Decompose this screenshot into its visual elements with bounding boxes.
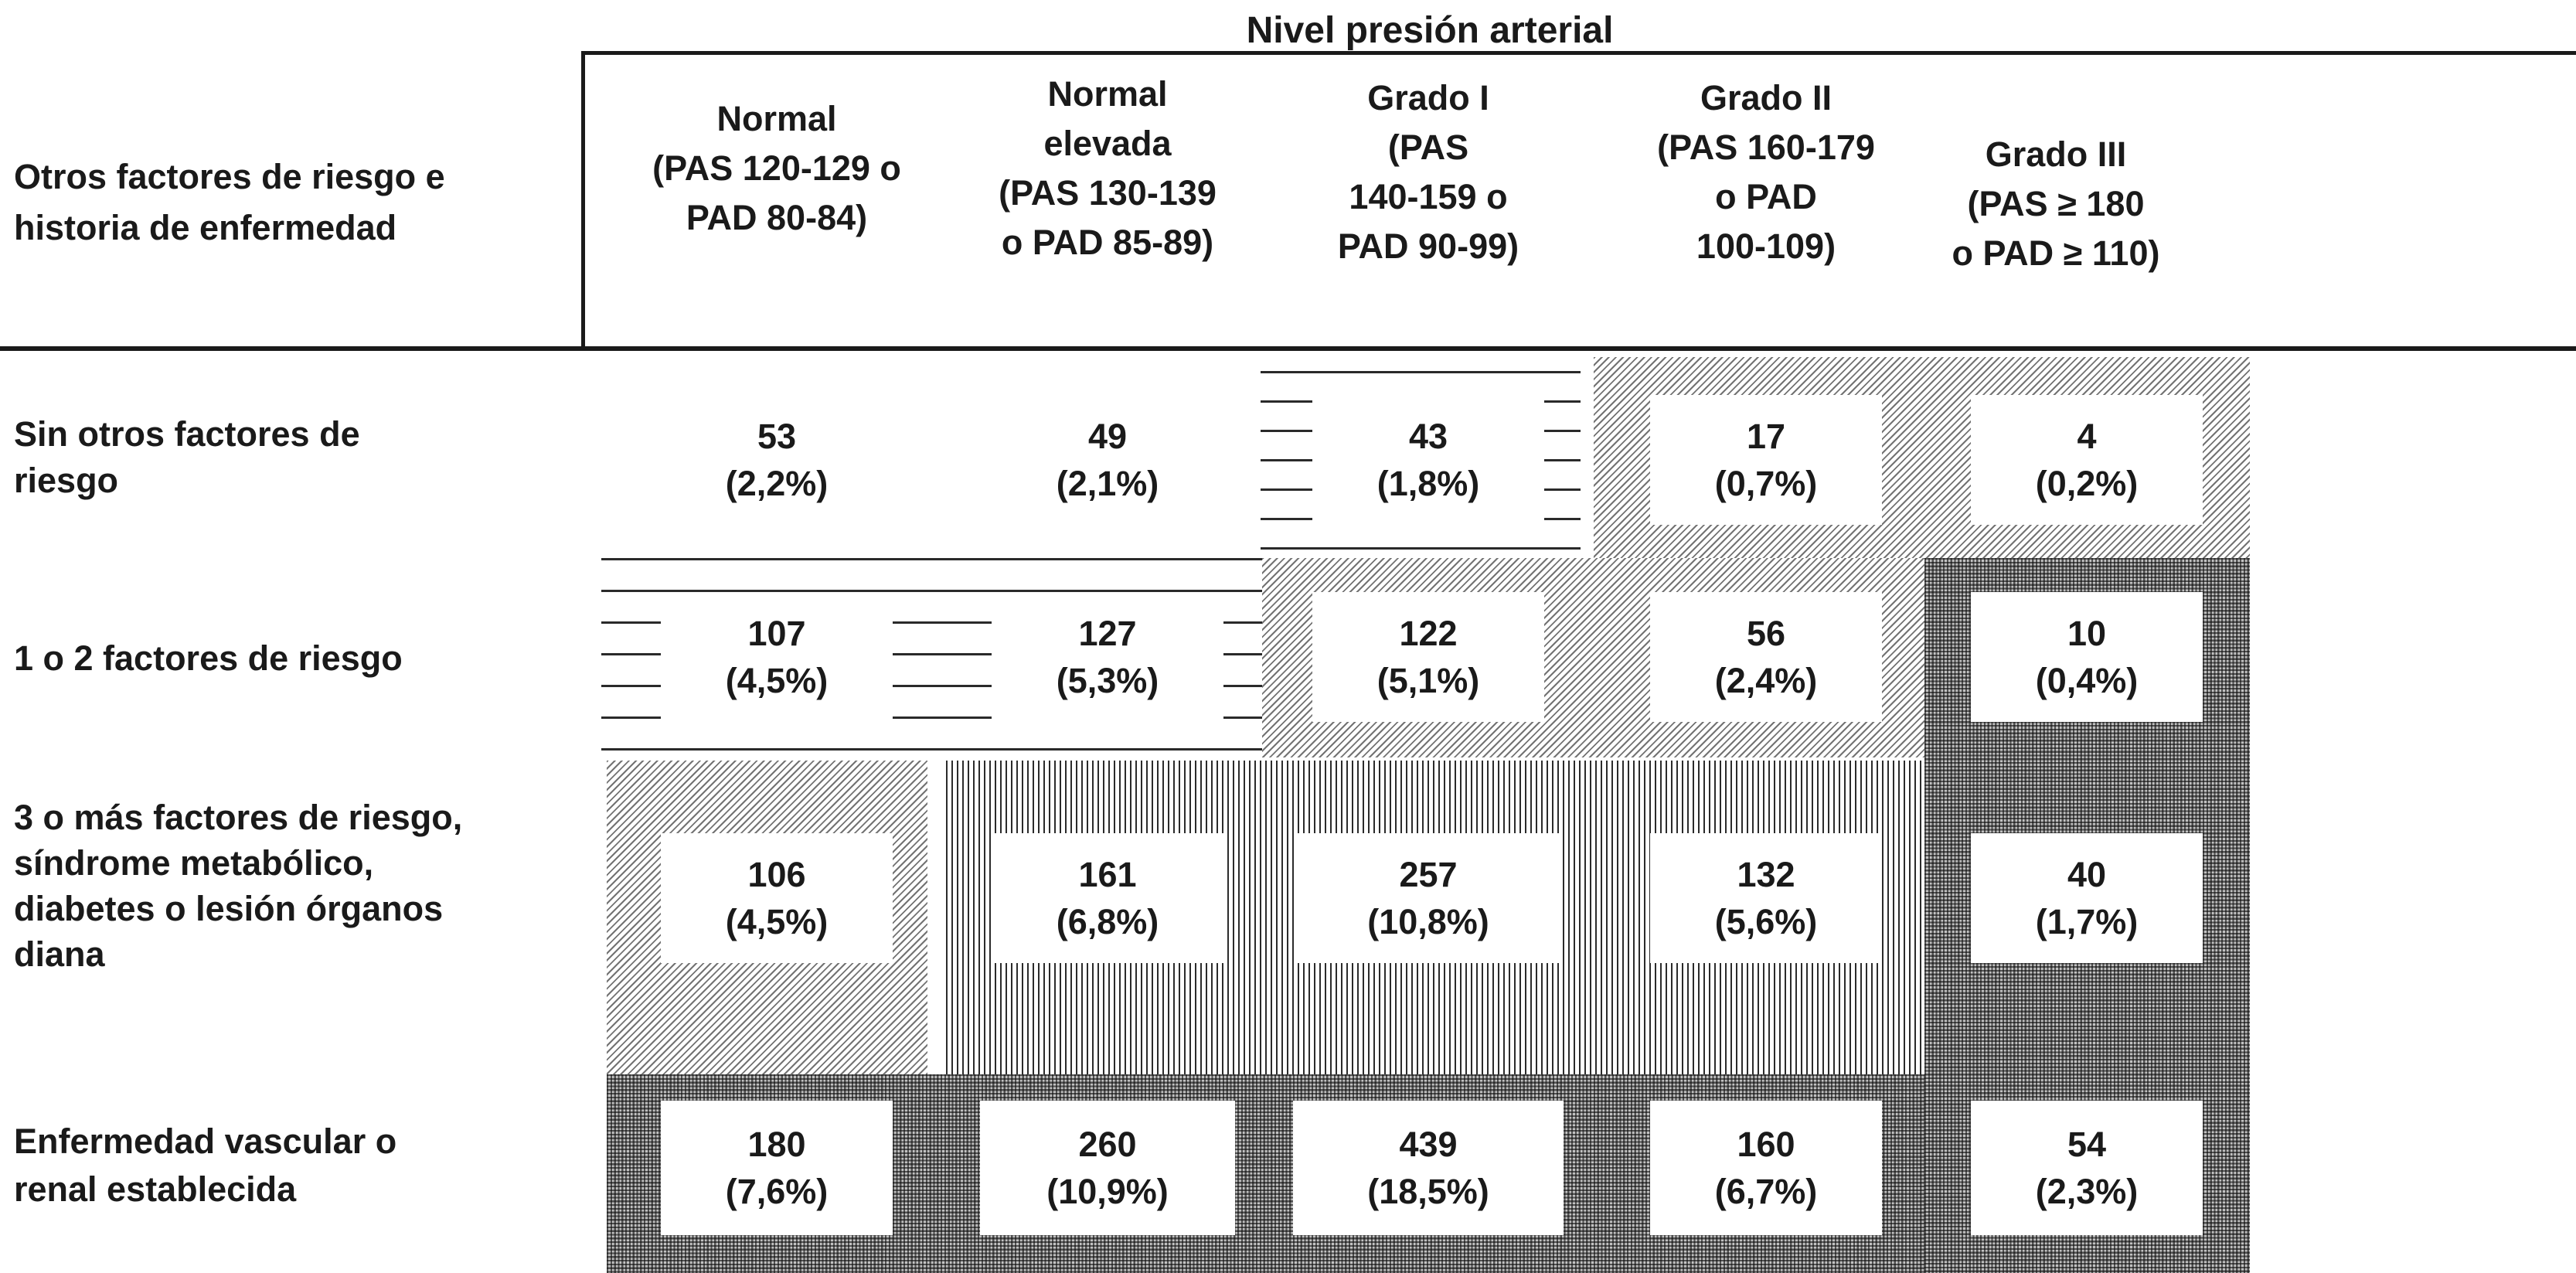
cell-percent: (5,1%) xyxy=(1376,661,1480,700)
cell-r2c5: 10 (0,4%) xyxy=(1971,592,2203,722)
cell-value: 43 xyxy=(1408,417,1448,456)
cell-percent: (2,1%) xyxy=(1056,464,1159,503)
cell-r2c3: 122 (5,1%) xyxy=(1312,592,1544,722)
cell-percent: (4,5%) xyxy=(725,902,829,941)
cell-r1c5: 4 (0,2%) xyxy=(1971,395,2203,525)
cell-value: 160 xyxy=(1737,1125,1795,1164)
cell-r1c1: 53 (2,2%) xyxy=(661,395,893,525)
cell-percent: (0,4%) xyxy=(2035,661,2139,700)
cell-value: 56 xyxy=(1746,614,1786,653)
row-label-3-o-mas-factores: 3 o más factores de riesgo, síndrome met… xyxy=(14,798,463,974)
corner-header: Otros factores de riesgo e historia de e… xyxy=(14,157,445,247)
cell-value: 40 xyxy=(2067,855,2107,894)
cell-percent: (6,8%) xyxy=(1056,902,1159,941)
cell-value: 132 xyxy=(1737,855,1795,894)
cell-percent: (6,7%) xyxy=(1714,1172,1818,1211)
cell-r2c2: 127 (5,3%) xyxy=(992,592,1223,722)
cell-percent: (18,5%) xyxy=(1367,1172,1489,1211)
cell-r2c1: 107 (4,5%) xyxy=(661,592,893,722)
cell-r3c2: 161 (6,8%) xyxy=(992,833,1223,963)
cell-value: 127 xyxy=(1078,614,1137,653)
header-bottom-rule xyxy=(0,346,2576,351)
cell-value: 257 xyxy=(1399,855,1458,894)
cell-percent: (2,3%) xyxy=(2035,1172,2139,1211)
cell-value: 4 xyxy=(2077,417,2097,456)
cell-r4c2: 260 (10,9%) xyxy=(980,1101,1235,1235)
cell-percent: (1,8%) xyxy=(1376,464,1480,503)
cell-percent: (10,8%) xyxy=(1367,902,1489,941)
cell-r4c1: 180 (7,6%) xyxy=(661,1101,893,1235)
cell-percent: (2,2%) xyxy=(725,464,829,503)
column-header-grado-3: Grado III (PAS ≥ 180 o PAD ≥ 110) xyxy=(1952,134,2160,273)
cell-r4c5: 54 (2,3%) xyxy=(1971,1101,2203,1235)
cell-r3c3: 257 (10,8%) xyxy=(1297,833,1560,963)
column-header-normal-elevada: Normal elevada (PAS 130-139 o PAD 85-89) xyxy=(999,74,1217,262)
header-top-rule xyxy=(581,51,2576,55)
cell-value: 122 xyxy=(1399,614,1458,653)
cell-r2c4: 56 (2,4%) xyxy=(1650,592,1882,722)
cell-value: 439 xyxy=(1399,1125,1458,1164)
cell-percent: (1,7%) xyxy=(2035,902,2139,941)
cell-r4c3: 439 (18,5%) xyxy=(1293,1101,1564,1235)
cell-percent: (5,3%) xyxy=(1056,661,1159,700)
cell-value: 54 xyxy=(2067,1125,2107,1164)
cell-r1c4: 17 (0,7%) xyxy=(1650,395,1882,525)
row-label-enfermedad-vascular: Enfermedad vascular o renal establecida xyxy=(14,1122,397,1209)
cell-value: 53 xyxy=(757,417,797,456)
cell-r1c2: 49 (2,1%) xyxy=(992,395,1223,525)
row-label-sin-otros-factores: Sin otros factores de riesgo xyxy=(14,414,360,500)
cell-value: 49 xyxy=(1087,417,1128,456)
cell-percent: (10,9%) xyxy=(1046,1172,1169,1211)
cell-value: 17 xyxy=(1746,417,1786,456)
column-header-normal: Normal (PAS 120-129 o PAD 80-84) xyxy=(652,99,901,237)
cell-percent: (2,4%) xyxy=(1714,661,1818,700)
cell-value: 180 xyxy=(747,1125,806,1164)
cell-r3c5: 40 (1,7%) xyxy=(1971,833,2203,963)
header-vertical-rule xyxy=(581,51,585,351)
cell-value: 260 xyxy=(1078,1125,1137,1164)
cell-value: 10 xyxy=(2067,614,2107,653)
cell-value: 107 xyxy=(747,614,806,653)
cell-percent: (0,2%) xyxy=(2035,464,2139,503)
column-header-grado-2: Grado II (PAS 160-179 o PAD 100-109) xyxy=(1657,78,1875,266)
cell-value: 161 xyxy=(1078,855,1137,894)
cell-percent: (5,6%) xyxy=(1714,902,1818,941)
cell-percent: (4,5%) xyxy=(725,661,829,700)
cell-r3c4: 132 (5,6%) xyxy=(1650,833,1882,963)
cell-percent: (0,7%) xyxy=(1714,464,1818,503)
cell-value: 106 xyxy=(747,855,806,894)
column-header-grado-1: Grado I (PAS 140-159 o PAD 90-99) xyxy=(1337,78,1519,266)
cell-r1c3: 43 (1,8%) xyxy=(1312,395,1544,525)
figure-title: Nivel presión arterial xyxy=(1246,10,1614,51)
cell-r4c4: 160 (6,7%) xyxy=(1650,1101,1882,1235)
cell-percent: (7,6%) xyxy=(725,1172,829,1211)
cell-r3c1: 106 (4,5%) xyxy=(661,833,893,963)
row-label-1-o-2-factores: 1 o 2 factores de riesgo xyxy=(14,638,403,678)
